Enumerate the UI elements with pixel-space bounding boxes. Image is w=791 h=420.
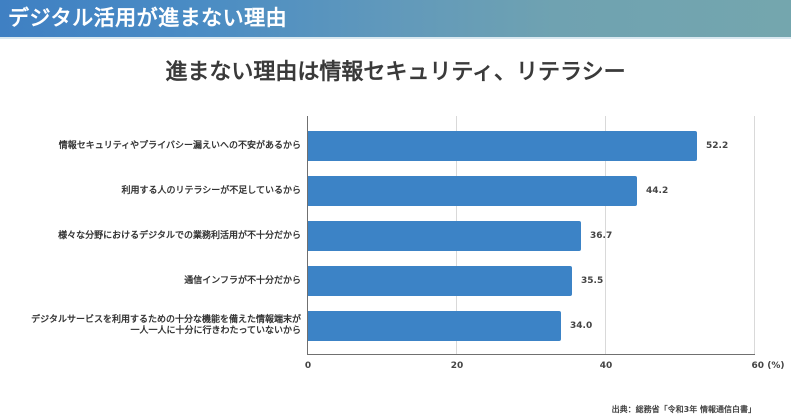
bar bbox=[308, 266, 572, 296]
gridline-40 bbox=[605, 116, 606, 355]
x-tick-label: 60 (%) bbox=[751, 361, 785, 371]
page-title: デジタル活用が進まない理由 bbox=[8, 6, 288, 30]
header-banner: デジタル活用が進まない理由 bbox=[0, 0, 791, 39]
chart-title: 進まない理由は情報セキュリティ、リテラシー bbox=[165, 60, 626, 85]
gridline-60 bbox=[754, 116, 755, 355]
bar bbox=[308, 311, 561, 341]
x-tick-label: 0 bbox=[304, 361, 312, 371]
x-tick-label: 20 bbox=[450, 361, 464, 371]
category-label: 通信インフラが不十分だから bbox=[184, 276, 301, 286]
source-note: 出典：総務省「令和3年 情報通信白書」 bbox=[611, 405, 756, 414]
category-label: 情報セキュリティやプライバシー漏えいへの不安があるから bbox=[58, 141, 301, 151]
plot-area: 52.2 44.2 36.7 35.5 34.0 bbox=[307, 116, 755, 355]
bar-value-label: 52.2 bbox=[706, 141, 729, 151]
x-axis-line bbox=[307, 354, 755, 355]
category-label: 様々な分野におけるデジタルでの業務利活用が不十分だから bbox=[58, 231, 301, 241]
y-axis-line bbox=[307, 116, 308, 355]
bar-value-label: 36.7 bbox=[590, 231, 613, 241]
x-tick-label: 40 bbox=[599, 361, 613, 371]
bar bbox=[308, 131, 697, 161]
bar bbox=[308, 176, 637, 206]
bar-value-label: 34.0 bbox=[570, 321, 593, 331]
category-label-line: デジタルサービスを利用するための十分な機能を備えた情報端末が bbox=[31, 315, 301, 325]
bar-value-label: 44.2 bbox=[646, 186, 669, 196]
category-label: 利用する人のリテラシーが不足しているから bbox=[121, 186, 301, 196]
category-label: デジタルサービスを利用するための十分な機能を備えた情報端末が 一人一人に十分に行… bbox=[31, 315, 301, 337]
category-label-line: 一人一人に十分に行きわたっていないから bbox=[130, 326, 301, 336]
bar-value-label: 35.5 bbox=[581, 276, 604, 286]
bar bbox=[308, 221, 581, 251]
